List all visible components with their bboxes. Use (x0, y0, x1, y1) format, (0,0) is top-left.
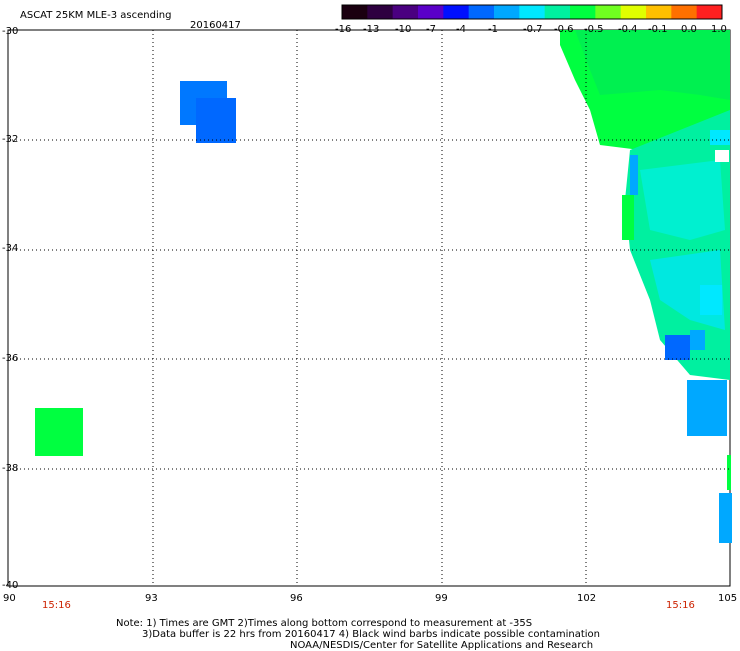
colorbar-swatch (342, 5, 368, 19)
time-label-right: 15:16 (666, 600, 695, 611)
lat-label: -38 (2, 463, 19, 474)
colorbar-label: -0.4 (618, 24, 638, 35)
colorbar-label: -7 (426, 24, 436, 35)
lat-label: -40 (2, 580, 19, 591)
colorbar-label: -13 (363, 24, 380, 35)
lat-label: -36 (2, 353, 19, 364)
time-label-left: 15:16 (42, 600, 71, 611)
colorbar-swatch (443, 5, 470, 19)
note-line-2: 3)Data buffer is 22 hrs from 20160417 4)… (142, 629, 600, 640)
colorbar-frame (341, 4, 723, 20)
colorbar-label: -16 (335, 24, 352, 35)
lat-label: -32 (2, 134, 19, 145)
colorbar-swatch (595, 5, 622, 19)
lon-label: 105 (718, 593, 738, 604)
colorbar-label: -0.1 (648, 24, 668, 35)
note-line-3: NOAA/NESDIS/Center for Satellite Applica… (290, 640, 594, 651)
data-patch-91e (35, 408, 83, 456)
lon-label: 96 (290, 593, 303, 604)
lat-label: -30 (2, 26, 19, 37)
colorbar-swatch (671, 5, 698, 19)
colorbar-swatch (646, 5, 672, 19)
note-line-1: Note: 1) Times are GMT 2)Times along bot… (116, 618, 533, 629)
lat-label: -34 (2, 243, 19, 254)
grid-lines (8, 30, 730, 586)
product-date: 20160417 (190, 20, 241, 31)
colorbar-swatch (620, 5, 647, 19)
lon-label: 99 (435, 593, 448, 604)
colorbar-swatch (544, 5, 571, 19)
colorbar-label: -10 (395, 24, 412, 35)
colorbar (342, 5, 723, 19)
colorbar-label: -0.7 (523, 24, 543, 35)
data-patch-94e (180, 81, 236, 143)
lon-label: 102 (577, 593, 597, 604)
data-swath-main (560, 30, 732, 543)
colorbar-label: 0.0 (681, 24, 697, 35)
lon-label: 93 (145, 593, 158, 604)
product-title: ASCAT 25KM MLE-3 ascending (20, 10, 172, 21)
colorbar-label: -0.5 (584, 24, 604, 35)
colorbar-swatch (519, 5, 546, 19)
colorbar-swatch (392, 5, 419, 19)
colorbar-label: -4 (456, 24, 466, 35)
colorbar-label: -1 (488, 24, 498, 35)
colorbar-swatch (418, 5, 444, 19)
colorbar-label: -0.6 (554, 24, 574, 35)
lon-label: 90 (3, 593, 16, 604)
colorbar-swatch (494, 5, 520, 19)
colorbar-swatch (367, 5, 394, 19)
colorbar-swatch (468, 5, 495, 19)
colorbar-swatch (570, 5, 596, 19)
colorbar-label: 1.0 (711, 24, 727, 35)
colorbar-swatch (696, 5, 723, 19)
